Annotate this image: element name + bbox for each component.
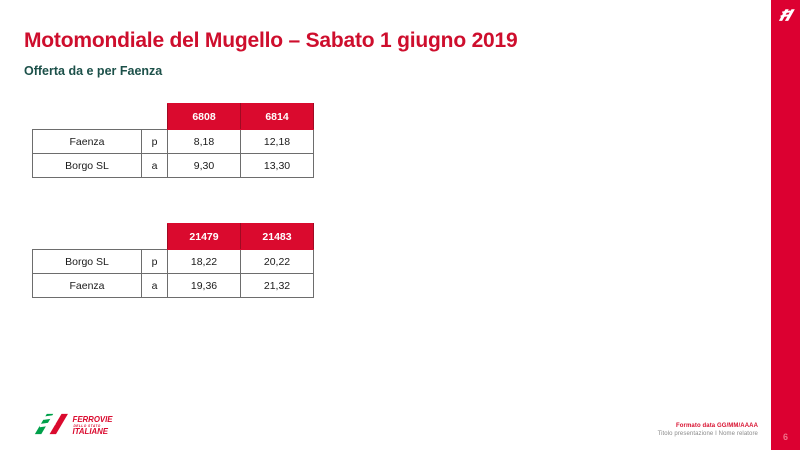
time-value: 19,36 (167, 273, 241, 298)
header-spacer-name (33, 104, 142, 130)
page-title: Motomondiale del Mugello – Sabato 1 giug… (24, 29, 518, 52)
station-name: Borgo SL (32, 153, 142, 178)
footer-presentation-line: Titolo presentazione I Nome relatore (657, 430, 758, 437)
table-row: Borgo SL p 18,22 20,22 (32, 249, 314, 274)
departure-arrival-flag: p (141, 129, 168, 154)
train-number-header: 21483 (240, 223, 314, 250)
station-name: Faenza (32, 273, 142, 298)
ferrovie-italiane-logo: FERROVIE DELLO STATO ITALIANE (34, 413, 114, 436)
departure-arrival-flag: a (141, 273, 168, 298)
table-row: Faenza p 8,18 12,18 (32, 129, 314, 154)
right-red-band: 6 (771, 0, 800, 450)
header-spacer-name (33, 224, 142, 250)
logo-text-dellostato: DELLO STATO (73, 424, 100, 428)
header-spacer-pa (142, 224, 168, 250)
header-spacer-pa (142, 104, 168, 130)
train-number-header: 21479 (167, 223, 241, 250)
timetable-outbound-grid: 6808 6814 Faenza p 8,18 12,18 Borgo SL a… (32, 103, 314, 178)
logo-text-ferrovie: FERROVIE (73, 415, 114, 424)
time-value: 9,30 (167, 153, 241, 178)
train-number-header: 6808 (167, 103, 241, 130)
time-value: 18,22 (167, 249, 241, 274)
departure-arrival-flag: p (141, 249, 168, 274)
station-name: Borgo SL (32, 249, 142, 274)
table-row: Borgo SL a 9,30 13,30 (32, 153, 314, 178)
fs-logo-icon (778, 9, 795, 21)
timetable-return: 21479 21483 Borgo SL p 18,22 20,22 Faenz… (32, 223, 314, 298)
logo-text-italiane: ITALIANE (73, 427, 109, 436)
time-value: 20,22 (240, 249, 314, 274)
time-value: 8,18 (167, 129, 241, 154)
timetable-return-grid: 21479 21483 Borgo SL p 18,22 20,22 Faenz… (32, 223, 314, 298)
table-row: Faenza a 19,36 21,32 (32, 273, 314, 298)
page-subtitle: Offerta da e per Faenza (24, 64, 163, 78)
footer-text-block: Formato data GG/MM/AAAA Titolo presentaz… (658, 422, 758, 438)
table-header-row: 21479 21483 (33, 223, 314, 250)
time-value: 12,18 (240, 129, 314, 154)
departure-arrival-flag: a (141, 153, 168, 178)
station-name: Faenza (32, 129, 142, 154)
footer-date-format: Formato data GG/MM/AAAA (676, 422, 758, 429)
time-value: 21,32 (240, 273, 314, 298)
train-number-header: 6814 (240, 103, 314, 130)
page-number: 6 (782, 432, 788, 442)
table-header-row: 6808 6814 (33, 103, 314, 130)
time-value: 13,30 (240, 153, 314, 178)
timetable-outbound: 6808 6814 Faenza p 8,18 12,18 Borgo SL a… (32, 103, 314, 178)
